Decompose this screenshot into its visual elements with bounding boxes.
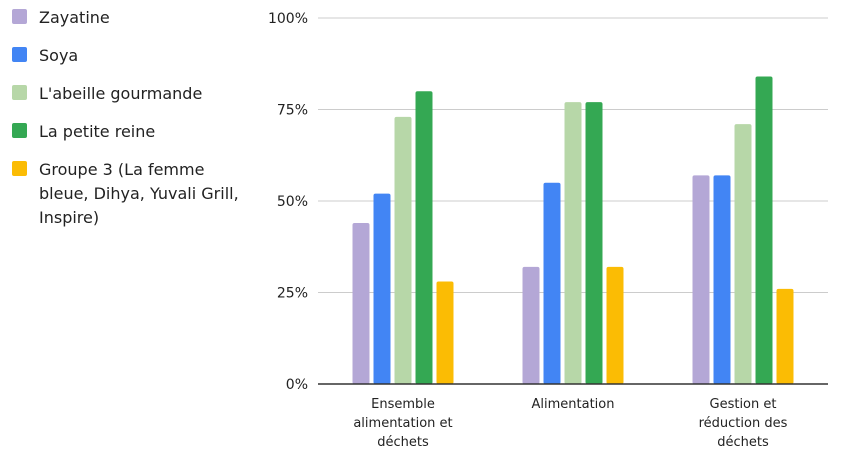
bar xyxy=(373,193,391,384)
legend-label: Zayatine xyxy=(39,8,110,27)
legend-label: La petite reine xyxy=(39,122,156,141)
y-tick-label: 50% xyxy=(277,194,308,210)
bar xyxy=(564,102,582,385)
y-tick-label: 75% xyxy=(277,103,308,119)
y-tick-label: 25% xyxy=(277,286,308,302)
x-tick-label: Ensemble xyxy=(371,397,435,412)
y-tick-label: 0% xyxy=(286,377,308,393)
legend-label: L'abeille gourmande xyxy=(39,84,203,103)
bar xyxy=(692,175,710,384)
bar xyxy=(585,102,603,385)
legend-swatch xyxy=(12,47,27,62)
bar xyxy=(713,175,731,384)
legend-swatch xyxy=(12,161,27,176)
legend-swatch xyxy=(12,85,27,100)
legend-item: Soya xyxy=(12,44,262,68)
bar xyxy=(394,116,412,384)
legend-item: La petite reine xyxy=(12,120,262,144)
legend-item: L'abeille gourmande xyxy=(12,82,262,106)
bar xyxy=(522,266,540,384)
bar xyxy=(606,266,624,384)
legend-item: Groupe 3 (La femme bleue, Dihya, Yuvali … xyxy=(12,158,262,230)
x-tick-label: Gestion et xyxy=(710,397,777,412)
legend-swatch xyxy=(12,9,27,24)
bar xyxy=(352,222,370,384)
legend-label: Soya xyxy=(39,46,79,65)
bar xyxy=(436,281,454,384)
legend-label: Groupe 3 (La femme bleue, Dihya, Yuvali … xyxy=(39,160,239,227)
chart-legend: Zayatine Soya L'abeille gourmande La petite… xyxy=(12,6,262,244)
bar xyxy=(776,288,794,384)
x-tick-label: déchets xyxy=(717,435,769,450)
legend-item: Zayatine xyxy=(12,6,262,30)
x-tick-label: réduction des xyxy=(699,416,788,431)
bar xyxy=(734,124,752,384)
x-tick-label: Alimentation xyxy=(532,397,615,412)
legend-swatch xyxy=(12,123,27,138)
bar xyxy=(755,76,773,384)
bar xyxy=(415,91,433,384)
x-tick-label: déchets xyxy=(377,435,429,450)
x-tick-label: alimentation et xyxy=(353,416,452,431)
y-tick-label: 100% xyxy=(268,11,308,27)
bar xyxy=(543,182,561,384)
